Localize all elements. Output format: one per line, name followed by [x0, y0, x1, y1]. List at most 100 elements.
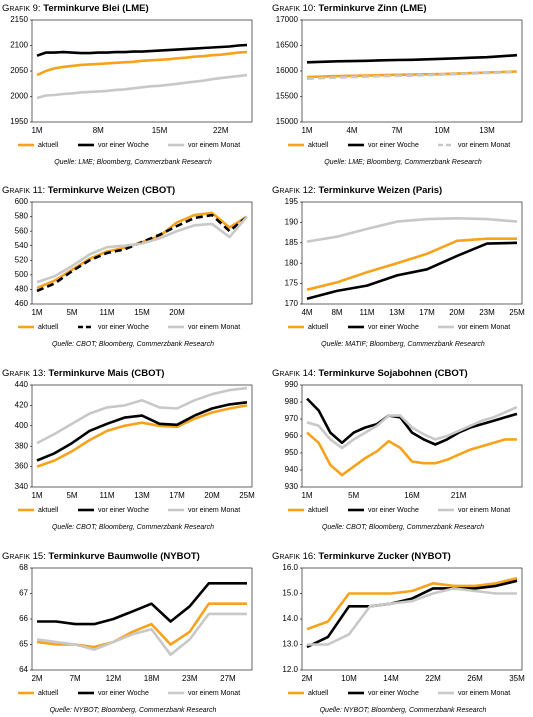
x-tick-label: 4M	[346, 126, 357, 135]
series-line	[36, 404, 248, 468]
x-tick-label: 20M	[204, 491, 220, 500]
chart-title: Grafik 9: Terminkurve Blei (LME)	[2, 3, 149, 14]
y-tick-label: 16000	[276, 66, 299, 75]
x-tick-label: 12M	[106, 674, 122, 683]
series-line	[37, 582, 247, 626]
plot-frame	[301, 567, 523, 671]
legend-label: vor einem Monat	[458, 324, 510, 331]
x-tick-label: 5M	[348, 491, 359, 500]
source: Quelle: CBOT; Bloomberg, Commerzbank Res…	[322, 524, 484, 531]
figure-label: Grafik 12:	[272, 185, 316, 196]
chart: Grafik 14: Terminkurve Sojabohnen (CBOT)…	[272, 368, 523, 531]
chart: Grafik 15: Terminkurve Baumwolle (NYBOT)…	[2, 551, 253, 714]
y-tick-label: 12.0	[282, 665, 298, 674]
x-tick-label: 15M	[152, 126, 168, 135]
series-line	[36, 211, 248, 290]
figure-label: Grafik 16:	[272, 551, 316, 562]
x-tick-label: 17M	[169, 491, 185, 500]
legend-label: vor einem Monat	[188, 142, 240, 149]
series-line	[306, 237, 517, 291]
chart-title: Grafik 12: Terminkurve Weizen (Paris)	[272, 185, 442, 196]
series-line	[306, 579, 518, 649]
chart-title: Grafik 14: Terminkurve Sojabohnen (CBOT)	[272, 368, 468, 379]
y-tick-label: 2000	[10, 92, 28, 101]
legend-label: vor einem Monat	[188, 690, 240, 697]
y-tick-label: 970	[285, 414, 299, 423]
legend-label: aktuell	[308, 690, 329, 697]
source: Quelle: CBOT; Bloomberg, Commerzbank Res…	[52, 341, 214, 348]
y-tick-label: 15000	[276, 117, 299, 126]
x-tick-label: 5M	[66, 491, 77, 500]
y-tick-label: 195	[285, 197, 299, 206]
legend-label: vor einer Woche	[368, 324, 419, 331]
x-tick-label: 27M	[220, 674, 236, 683]
y-tick-label: 540	[15, 241, 29, 250]
plot-frame	[301, 19, 523, 123]
chart: Grafik 12: Terminkurve Weizen (Paris) 170…	[272, 185, 525, 348]
series-line	[306, 431, 517, 477]
x-tick-label: 22M	[425, 674, 441, 683]
title: Terminkurve Zucker (NYBOT)	[319, 551, 451, 562]
x-tick-label: 1M	[31, 126, 42, 135]
chart-title: Grafik 13: Terminkurve Mais (CBOT)	[2, 368, 164, 379]
y-tick-label: 940	[285, 465, 299, 474]
y-tick-label: 420	[15, 401, 29, 410]
series-line	[306, 70, 518, 80]
series-line	[306, 53, 518, 64]
x-tick-label: 5M	[66, 308, 77, 317]
y-tick-label: 380	[15, 441, 29, 450]
chart: Grafik 13: Terminkurve Mais (CBOT) 340 360…	[2, 368, 255, 531]
x-tick-label: 13M	[134, 491, 150, 500]
x-tick-label: 1M	[301, 491, 312, 500]
y-tick-label: 560	[15, 226, 29, 235]
legend-label: vor einer Woche	[368, 142, 419, 149]
source: Quelle: LME; Bloomberg, Commerzbank Rese…	[54, 159, 212, 166]
x-tick-label: 21M	[451, 491, 467, 500]
plot-frame	[31, 567, 253, 671]
series-line	[36, 213, 248, 293]
x-tick-label: 10M	[434, 126, 450, 135]
x-tick-label: 22M	[213, 126, 229, 135]
figure-label: Grafik 14:	[272, 368, 316, 379]
legend-label: vor einer Woche	[368, 690, 419, 697]
figure-label: Grafik 13:	[2, 368, 46, 379]
x-tick-label: 11M	[360, 308, 375, 317]
title: Terminkurve Blei (LME)	[43, 3, 148, 14]
figure-label: Grafik 11:	[2, 185, 45, 196]
x-tick-label: 14M	[383, 674, 399, 683]
legend-label: vor einer Woche	[98, 324, 149, 331]
chart-title: Grafik 11: Terminkurve Weizen (CBOT)	[2, 185, 175, 196]
legend-label: vor einem Monat	[458, 142, 510, 149]
y-tick-label: 400	[15, 421, 29, 430]
series-line	[36, 215, 248, 284]
y-tick-label: 16500	[276, 41, 299, 50]
figure-label: Grafik 10:	[272, 3, 316, 14]
y-tick-label: 460	[15, 299, 29, 308]
series-line	[36, 401, 248, 462]
y-tick-label: 360	[15, 462, 29, 471]
source: Quelle: NYBOT; Bloomberg, Commerzbank Re…	[320, 707, 487, 714]
plot-frame	[301, 201, 523, 305]
chart: Grafik 9: Terminkurve Blei (LME) 1950 2000…	[2, 3, 253, 166]
chart-title: Grafik 16: Terminkurve Zucker (NYBOT)	[272, 551, 451, 562]
series-line	[36, 612, 247, 656]
y-tick-label: 1950	[10, 117, 28, 126]
y-tick-label: 980	[285, 397, 299, 406]
plot-frame	[31, 19, 253, 123]
y-tick-label: 170	[285, 299, 299, 308]
series-line	[36, 50, 248, 77]
x-tick-label: 8M	[331, 308, 342, 317]
y-tick-label: 2100	[10, 41, 28, 50]
y-tick-label: 440	[15, 380, 29, 389]
x-tick-label: 13M	[479, 126, 495, 135]
x-tick-label: 16M	[404, 491, 420, 500]
chart-title: Grafik 10: Terminkurve Zinn (LME)	[272, 3, 427, 14]
y-tick-label: 990	[285, 380, 299, 389]
series-line	[36, 73, 248, 100]
y-tick-label: 16.0	[282, 563, 298, 572]
figure-label: Grafik 15:	[2, 551, 46, 562]
series-line	[36, 43, 248, 57]
y-tick-label: 175	[285, 279, 299, 288]
y-tick-label: 600	[15, 197, 29, 206]
